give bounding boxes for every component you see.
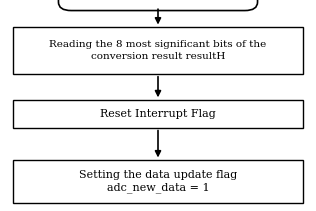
FancyBboxPatch shape: [13, 160, 303, 203]
FancyBboxPatch shape: [58, 0, 258, 11]
Text: Setting the data update flag
adc_new_data = 1: Setting the data update flag adc_new_dat…: [79, 169, 237, 193]
Text: Reset Interrupt Flag: Reset Interrupt Flag: [100, 109, 216, 119]
Text: Reading the 8 most significant bits of the
conversion result resultH: Reading the 8 most significant bits of t…: [49, 40, 267, 61]
FancyBboxPatch shape: [13, 27, 303, 74]
FancyBboxPatch shape: [13, 100, 303, 128]
